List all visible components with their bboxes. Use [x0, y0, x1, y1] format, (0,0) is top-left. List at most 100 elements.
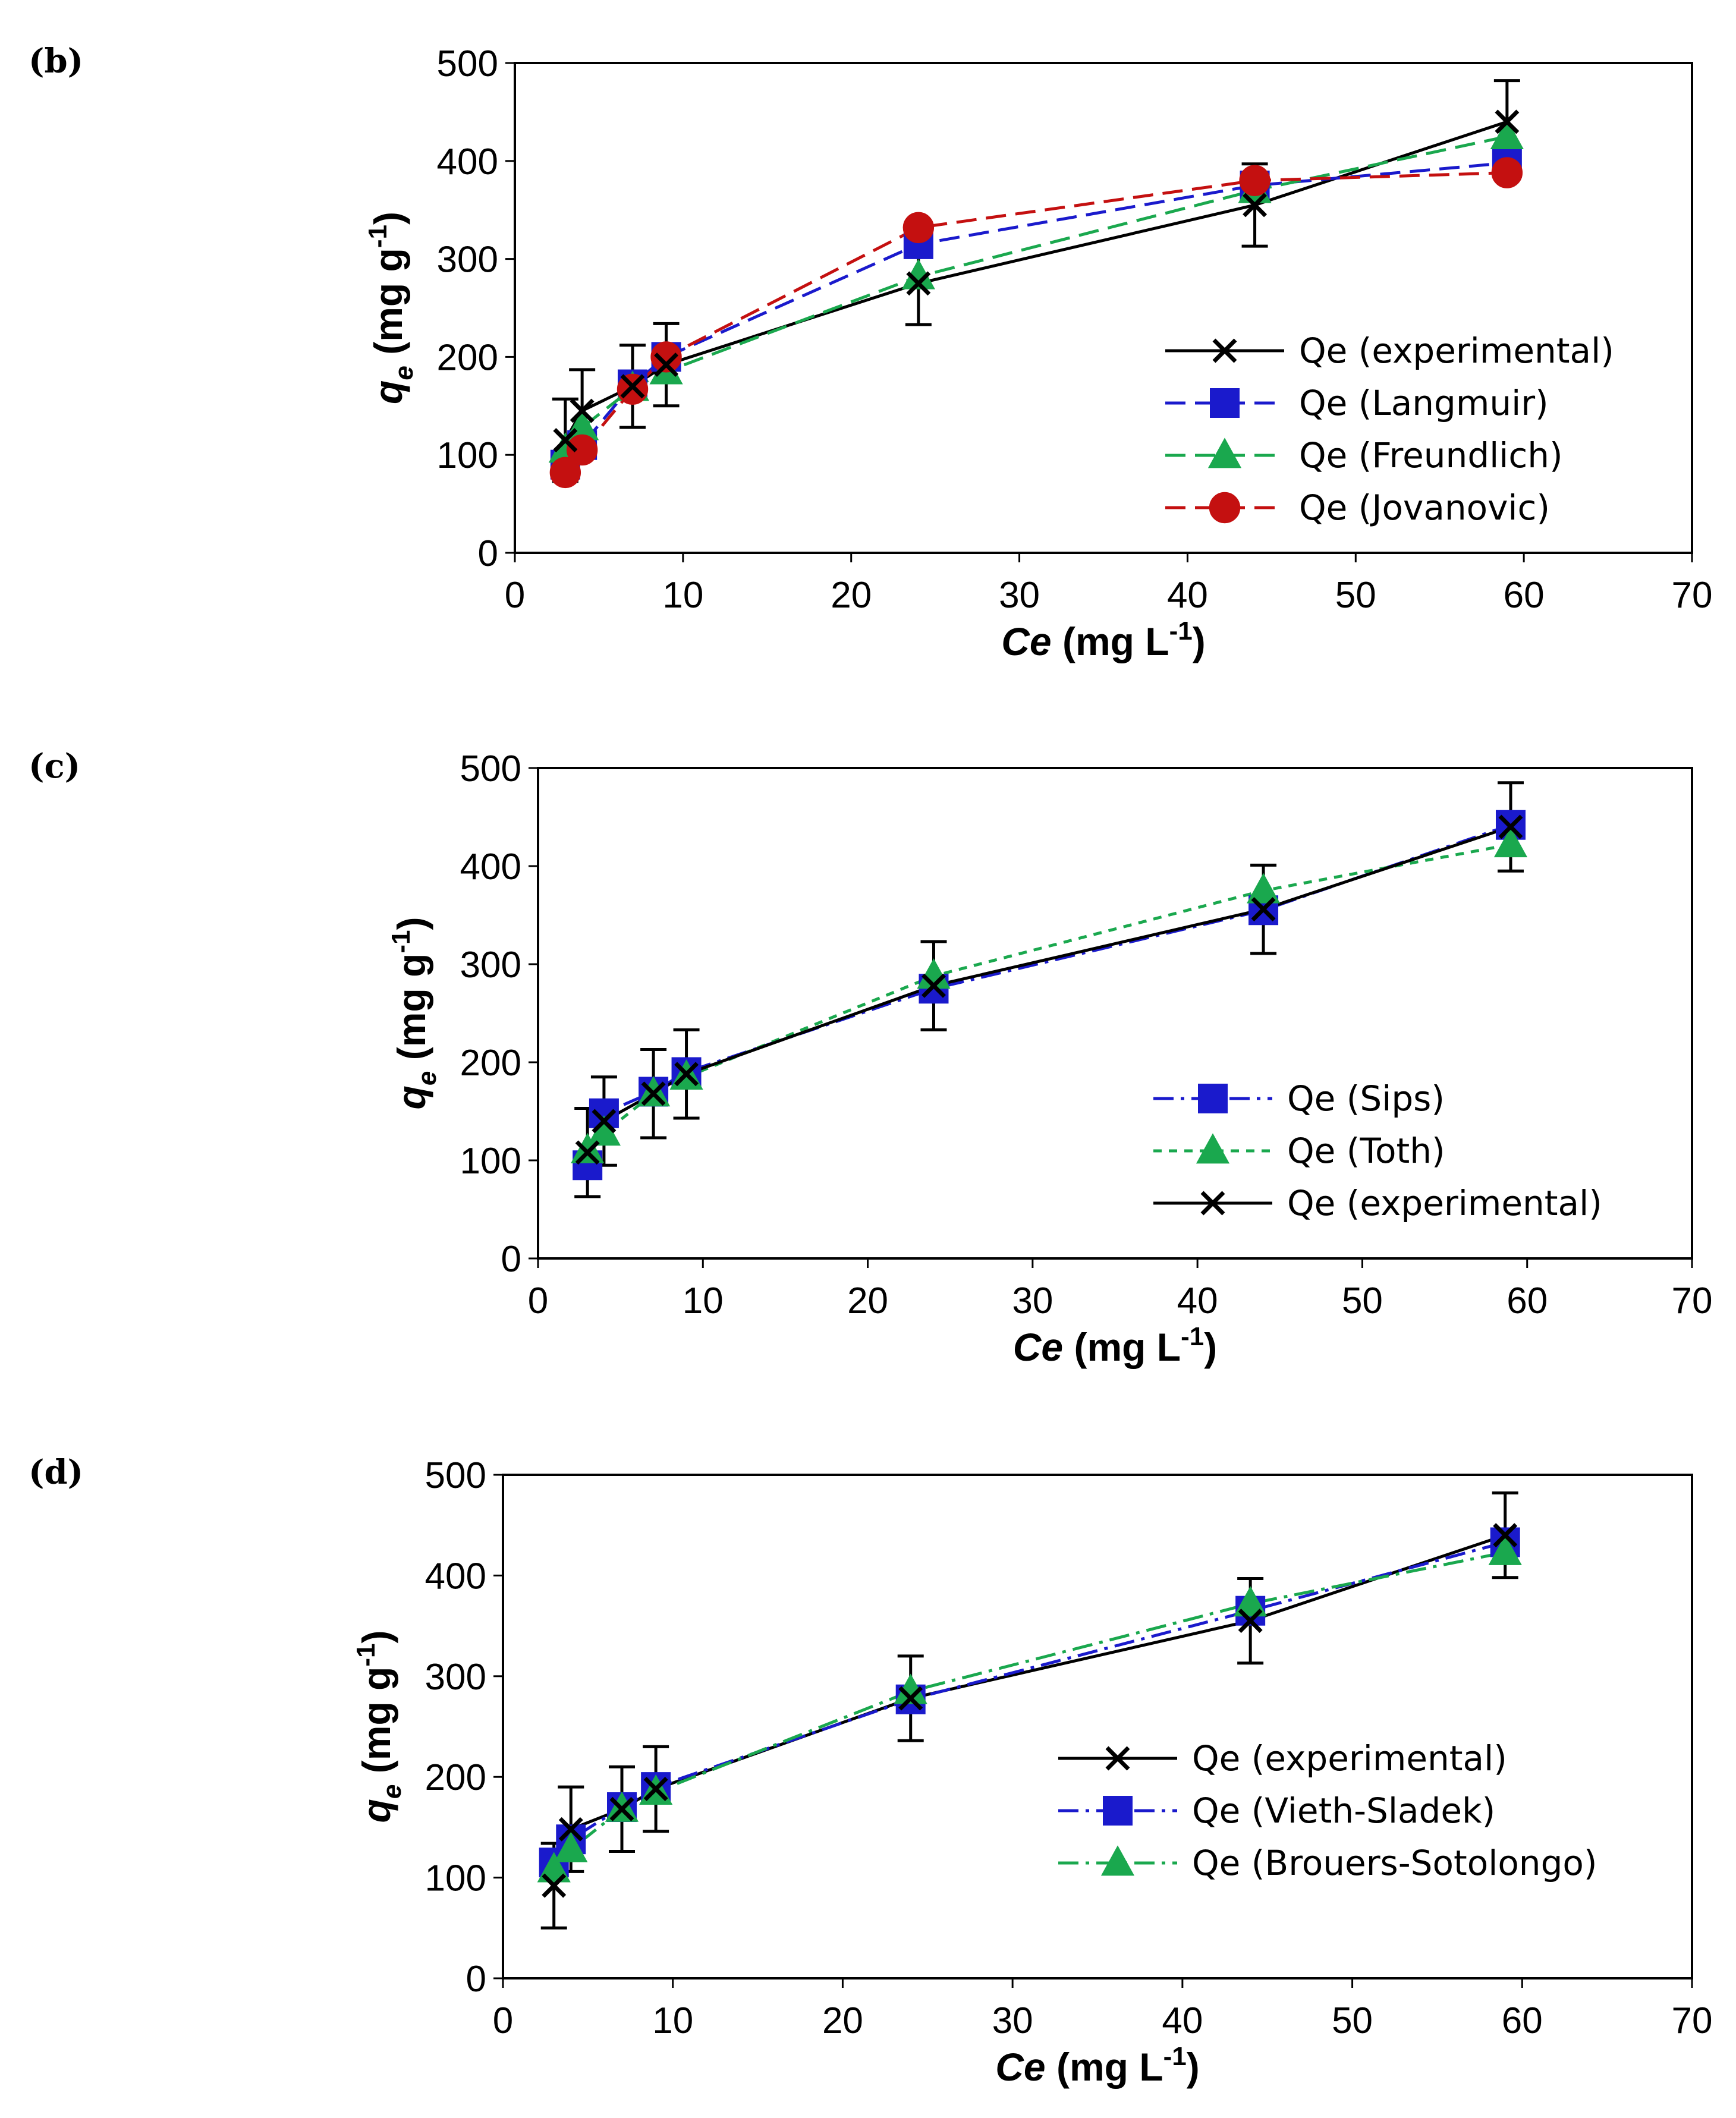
panel-label: (c): [29, 747, 80, 786]
panel-label: (b): [29, 42, 83, 81]
data-point: [643, 1777, 668, 1802]
data-point: [1251, 897, 1276, 922]
data-point: [1243, 193, 1268, 218]
x-tick-label: 60: [1504, 575, 1545, 616]
x-tick-label: 20: [831, 575, 872, 616]
x-tick-label: 0: [505, 575, 525, 616]
x-axis-label: Ce (mg L-1): [1013, 1322, 1217, 1369]
chart-panel-d: (d) 0 10 20 30 40 50 60 70 0 100 200 300 400 500 Ce (mg…: [29, 1453, 1712, 2089]
y-tick-label: 400: [460, 846, 521, 888]
plot-frame: [502, 1474, 1693, 1979]
legend-label: Qe (Langmuir): [1299, 383, 1549, 423]
legend-label: Qe (Toth): [1287, 1131, 1445, 1171]
data-point: [902, 212, 935, 244]
chart-panel-c: (c) 0 10 20 30 40 50 60 70 0 100 200 300 400 500 Ce (mg…: [29, 747, 1712, 1369]
data-point: [1498, 814, 1523, 839]
data-point: [650, 341, 682, 373]
x-tick-label: 70: [1672, 2000, 1713, 2041]
data-point: [1488, 1534, 1522, 1565]
legend-marker: [1212, 338, 1237, 363]
data-point: [558, 1817, 583, 1842]
x-tick-label: 60: [1507, 1280, 1548, 1321]
x-tick-label: 10: [683, 1280, 724, 1321]
chart-panel-b: (b) 0 10 20 30 40 50 60 70 0 100 200 300 400 500 Ce (mg…: [29, 42, 1712, 663]
y-axis-label: qe (mg g-1): [363, 212, 419, 404]
data-point: [898, 1686, 923, 1711]
data-point: [1239, 165, 1270, 196]
x-tick-label: 40: [1162, 2000, 1203, 2041]
x-tick-label: 70: [1672, 1280, 1713, 1321]
y-axis-label: qe (mg g-1): [351, 1631, 407, 1823]
legend-marker: [1207, 438, 1242, 468]
y-tick-label: 400: [425, 1556, 486, 1597]
series-line: [564, 171, 1507, 474]
data-point: [620, 374, 645, 399]
x-tick-label: 20: [847, 1280, 888, 1321]
x-tick-label: 20: [822, 2000, 863, 2041]
y-tick-label: 0: [466, 1959, 486, 2000]
x-tick-label: 0: [528, 1280, 548, 1321]
legend-marker: [1196, 1133, 1230, 1164]
legend-marker: [1105, 1746, 1130, 1771]
data-point: [674, 1062, 699, 1087]
legend-marker: [1210, 388, 1240, 418]
data-point: [537, 1852, 571, 1883]
y-tick-label: 0: [478, 533, 498, 574]
y-tick-label: 100: [425, 1858, 486, 1899]
y-tick-label: 200: [425, 1757, 486, 1798]
data-point: [542, 1873, 567, 1898]
series-line: [552, 1534, 1506, 1886]
x-axis-label: Ce (mg L-1): [995, 2042, 1199, 2089]
y-tick-label: 300: [460, 945, 521, 986]
legend-label: Qe (experimental): [1299, 331, 1614, 371]
y-tick-label: 100: [460, 1141, 521, 1182]
data-point: [570, 398, 595, 423]
y-tick-label: 500: [425, 1455, 486, 1496]
data-point: [654, 353, 679, 377]
x-tick-label: 30: [999, 575, 1040, 616]
legend-marker: [1103, 1796, 1133, 1826]
y-tick-label: 500: [437, 43, 498, 84]
data-point: [1234, 1586, 1268, 1617]
data-point: [906, 271, 931, 296]
data-point: [1238, 1609, 1263, 1634]
data-point: [1493, 827, 1528, 858]
panel-label: (d): [29, 1453, 83, 1492]
legend-marker: [1200, 1191, 1225, 1216]
legend-label: Qe (experimental): [1192, 1738, 1507, 1779]
x-tick-label: 50: [1335, 575, 1376, 616]
x-tick-label: 0: [493, 2000, 513, 2041]
y-tick-label: 400: [437, 141, 498, 182]
x-tick-label: 30: [1012, 1280, 1053, 1321]
x-tick-label: 70: [1672, 575, 1713, 616]
y-tick-label: 300: [425, 1657, 486, 1698]
data-point: [1493, 1523, 1518, 1548]
plot-frame: [537, 767, 1693, 1260]
y-tick-label: 300: [437, 240, 498, 281]
data-point: [592, 1109, 617, 1134]
x-tick-label: 10: [662, 575, 703, 616]
legend-label: Qe (Brouers-Sotolongo): [1192, 1843, 1597, 1883]
data-point: [549, 457, 581, 489]
data-point: [609, 1796, 634, 1821]
data-point: [1491, 157, 1523, 188]
data-point: [575, 1140, 600, 1165]
x-tick-label: 50: [1332, 2000, 1373, 2041]
data-point: [1246, 873, 1281, 904]
legend-label: Qe (Freundlich): [1299, 435, 1563, 476]
y-tick-label: 200: [437, 337, 498, 378]
x-tick-label: 30: [992, 2000, 1033, 2041]
x-tick-label: 10: [652, 2000, 693, 2041]
x-axis-label: Ce (mg L-1): [1001, 616, 1205, 663]
data-point: [641, 1081, 666, 1106]
y-tick-label: 500: [460, 748, 521, 789]
x-tick-label: 50: [1342, 1280, 1383, 1321]
legend-label: Qe (Jovanovic): [1299, 487, 1550, 528]
y-axis-label: qe (mg g-1): [386, 917, 442, 1110]
legend-marker: [1209, 492, 1241, 524]
data-point: [566, 434, 598, 466]
y-tick-label: 200: [460, 1043, 521, 1084]
legend-marker: [1100, 1845, 1135, 1876]
data-point: [553, 428, 578, 452]
